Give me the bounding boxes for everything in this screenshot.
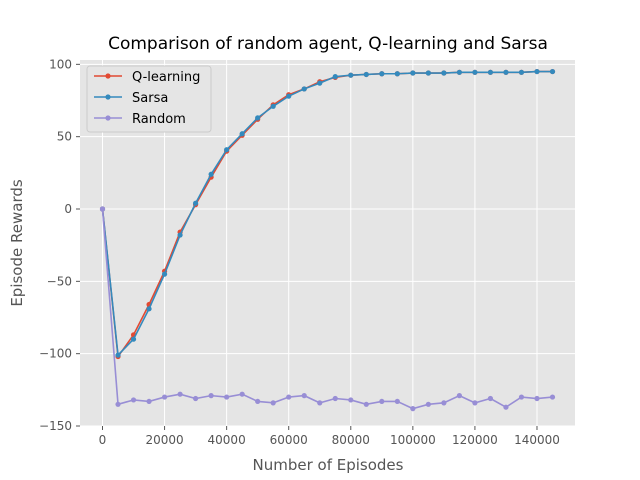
data-point-sarsa (534, 68, 540, 75)
y-tick-label: −150 (39, 419, 72, 433)
x-axis-ticks: 0 20000 40000 60000 80000 100000 120000 140000 (99, 426, 560, 447)
data-point-sarsa (518, 69, 525, 75)
legend: Q-learning Sarsa Random (86, 65, 212, 133)
legend-swatch-marker (105, 73, 111, 79)
x-tick-label: 60000 (270, 433, 308, 447)
y-axis-label: Episode Rewards (8, 179, 26, 307)
data-point-sarsa (425, 70, 431, 76)
data-point-random (99, 206, 106, 212)
legend-swatch-marker (105, 115, 111, 121)
data-point-sarsa (255, 115, 261, 121)
data-point-sarsa (161, 271, 168, 277)
data-point-sarsa (177, 232, 183, 238)
data-point-sarsa (410, 70, 416, 76)
data-point-random (379, 398, 385, 405)
data-point-random (503, 404, 509, 410)
data-point-random (224, 394, 230, 400)
x-tick-label: 100000 (390, 433, 436, 447)
data-point-sarsa (503, 69, 509, 75)
data-point-sarsa (317, 80, 323, 86)
x-tick-label: 20000 (145, 433, 183, 447)
data-point-random (317, 400, 323, 406)
y-tick-label: 0 (64, 202, 72, 216)
data-point-sarsa (270, 103, 276, 109)
data-point-random (177, 391, 183, 397)
data-point-sarsa (441, 70, 447, 76)
data-point-random (130, 397, 137, 403)
data-point-random (549, 394, 556, 400)
data-point-random (270, 400, 276, 406)
data-point-sarsa (208, 171, 214, 177)
data-point-sarsa (363, 71, 369, 78)
data-point-random (456, 393, 462, 399)
data-point-random (534, 395, 540, 402)
data-point-random (394, 398, 400, 405)
grid-lines (80, 60, 575, 427)
series-layer (99, 68, 556, 412)
legend-label: Random (132, 112, 186, 127)
data-point-random (472, 400, 478, 406)
x-axis-label: Number of Episodes (253, 456, 404, 474)
data-point-sarsa (348, 72, 354, 78)
y-tick-label: 100 (49, 57, 72, 71)
x-tick-label: 80000 (332, 433, 370, 447)
data-point-random (487, 395, 494, 402)
data-point-sarsa (472, 69, 478, 75)
data-point-random (332, 395, 338, 402)
y-tick-label: −100 (39, 347, 72, 361)
data-point-sarsa (394, 71, 400, 77)
data-point-random (363, 401, 369, 407)
data-point-sarsa (332, 74, 338, 80)
data-point-sarsa (549, 68, 556, 75)
data-point-random (425, 401, 431, 407)
data-point-sarsa (286, 93, 292, 99)
series-line-random (101, 208, 553, 410)
data-point-random (161, 394, 168, 400)
data-point-random (239, 391, 245, 397)
data-point-sarsa (301, 86, 307, 92)
data-point-sarsa (487, 69, 494, 75)
data-point-random (255, 398, 261, 405)
data-point-sarsa (224, 147, 230, 153)
x-tick-label: 40000 (208, 433, 246, 447)
legend-box (86, 65, 212, 133)
legend-item-sarsa: Sarsa (94, 91, 168, 106)
data-point-random (441, 400, 447, 406)
data-point-sarsa (239, 131, 245, 137)
data-point-sarsa (146, 306, 152, 312)
chart-title: Comparison of random agent, Q-learning a… (108, 34, 548, 54)
data-point-random (286, 394, 292, 400)
data-point-sarsa (456, 69, 462, 75)
legend-swatch-marker (105, 94, 111, 100)
legend-label: Sarsa (132, 91, 168, 106)
x-tick-label: 120000 (452, 433, 498, 447)
y-tick-label: −50 (47, 274, 72, 288)
data-point-random (348, 397, 354, 403)
x-tick-label: 0 (99, 433, 107, 447)
data-point-random (115, 401, 121, 407)
data-point-sarsa (193, 200, 199, 206)
legend-item-q-learning: Q-learning (94, 70, 200, 85)
data-point-sarsa (130, 336, 137, 342)
legend-label: Q-learning (132, 70, 200, 85)
data-point-random (193, 395, 199, 402)
legend-item-random: Random (94, 112, 186, 127)
data-point-sarsa (115, 352, 121, 358)
data-point-random (301, 393, 307, 399)
y-axis-ticks: −150 −100 −50 0 50 100 (39, 57, 80, 433)
data-point-random (146, 398, 152, 405)
data-point-random (208, 393, 214, 399)
y-tick-label: 50 (57, 130, 72, 144)
data-point-random (410, 406, 416, 412)
series-random (99, 206, 556, 412)
data-point-sarsa (379, 71, 385, 77)
x-tick-label: 140000 (514, 433, 560, 447)
data-point-random (518, 394, 525, 400)
